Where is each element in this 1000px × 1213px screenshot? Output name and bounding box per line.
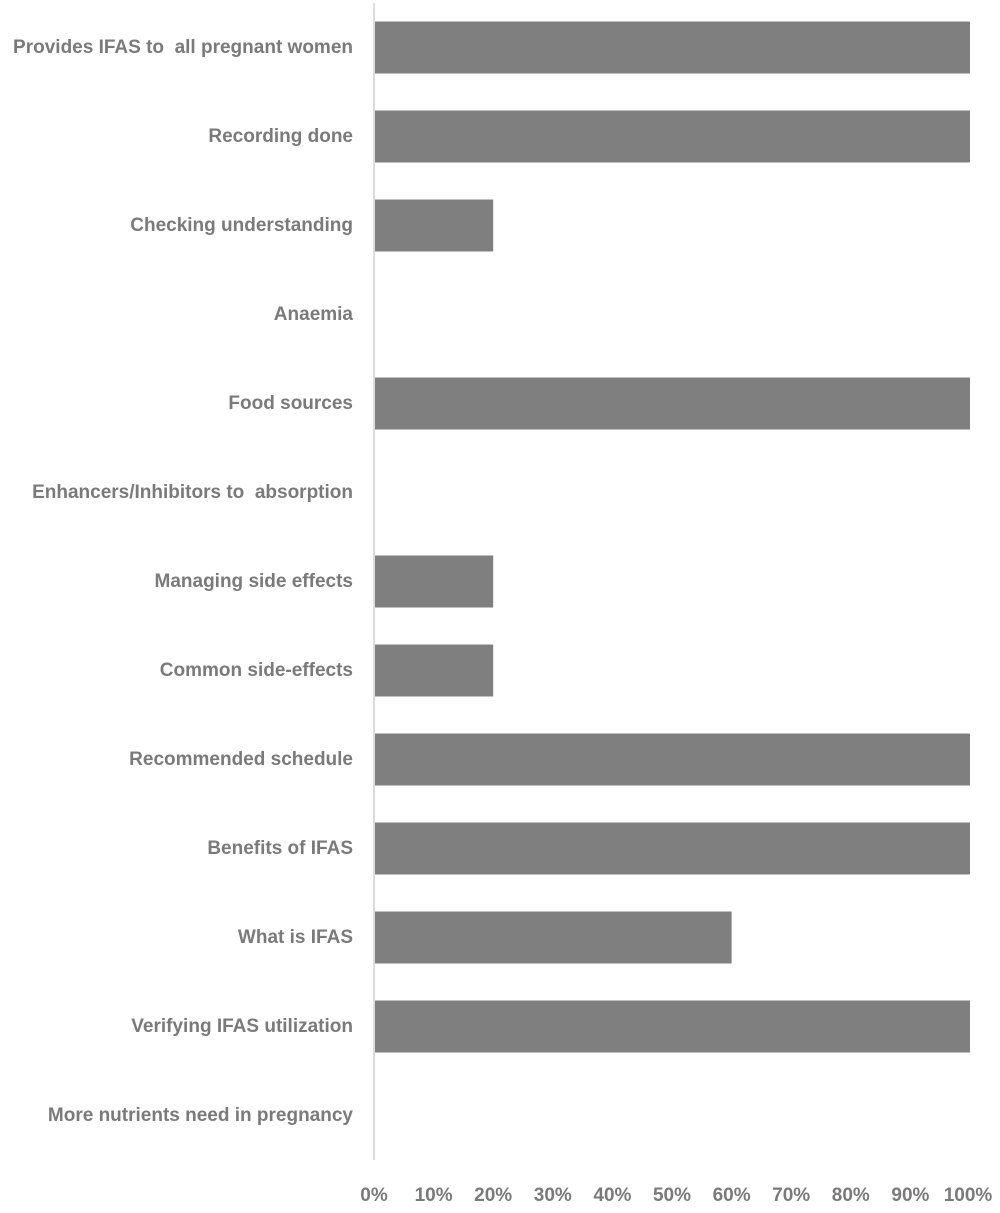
bar (375, 733, 970, 786)
x-tick-label: 0% (360, 1185, 388, 1206)
category-label: More nutrients need in pregnancy (48, 1105, 354, 1126)
bar (375, 644, 494, 697)
x-tick-label: 80% (832, 1185, 870, 1206)
category-label: Provides IFAS to all pregnant women (13, 37, 353, 58)
category-label: What is IFAS (238, 927, 353, 948)
category-label: Common side-effects (160, 660, 353, 681)
bar (375, 110, 970, 163)
bar (375, 822, 970, 875)
bar (375, 555, 494, 608)
x-tick-label: 30% (534, 1185, 572, 1206)
x-tick-label: 100% (944, 1185, 993, 1206)
x-tick-label: 60% (713, 1185, 751, 1206)
category-label: Verifying IFAS utilization (131, 1016, 353, 1037)
x-tick-label: 50% (653, 1185, 691, 1206)
x-tick-label: 10% (415, 1185, 453, 1206)
category-label: Enhancers/Inhibitors to absorption (32, 482, 353, 503)
bar (375, 377, 970, 430)
category-label: Benefits of IFAS (207, 838, 353, 859)
category-label: Food sources (228, 393, 353, 414)
bars-group (375, 21, 970, 1053)
category-label: Anaemia (274, 304, 354, 325)
category-label: Checking understanding (130, 215, 353, 236)
category-label: Managing side effects (155, 571, 354, 592)
x-tick-label: 40% (593, 1185, 631, 1206)
x-axis-tick-labels: 0% 10% 20% 30% 40% 50% 60% 70% 80% 90% 100% (360, 1185, 992, 1206)
x-tick-label: 90% (891, 1185, 929, 1206)
bar (375, 199, 494, 252)
bar (375, 1000, 970, 1053)
bar (375, 21, 970, 74)
x-tick-label: 20% (474, 1185, 512, 1206)
category-label: Recording done (208, 126, 353, 147)
x-tick-label: 70% (772, 1185, 810, 1206)
bar (375, 911, 732, 964)
category-labels: Provides IFAS to all pregnant women Recor… (13, 37, 353, 1126)
category-label: Recommended schedule (129, 749, 353, 770)
